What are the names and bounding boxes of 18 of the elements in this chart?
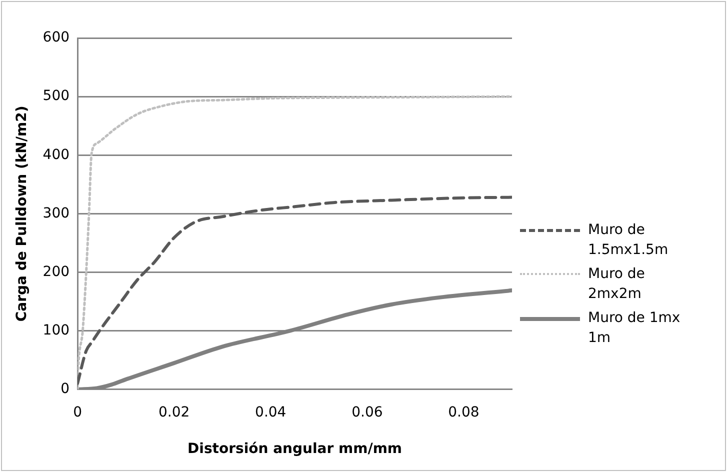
y-tick-label: 0	[60, 381, 70, 398]
line-series	[78, 196, 512, 386]
legend-label: Muro de 1mx 1m	[588, 309, 682, 348]
legend-label: Muro de 1.5mx1.5m	[588, 221, 670, 260]
y-tick-label: 600	[42, 30, 70, 46]
x-tick-label: 0.06	[352, 404, 383, 420]
y-tick-label: 200	[42, 264, 70, 280]
x-axis-title: Distorsión angular mm/mm	[188, 441, 402, 458]
x-tick-label: 0.08	[448, 404, 480, 420]
x-tick-label: 0.02	[158, 404, 190, 420]
y-tick-label: 400	[42, 146, 70, 163]
x-tick-label: 0	[73, 404, 82, 420]
y-tick-label: 100	[42, 322, 70, 338]
x-tick-label: 0.04	[255, 404, 286, 420]
y-axis-title: Carga de Pulldown (kN/m2)	[14, 106, 30, 322]
y-tick-label: 300	[42, 205, 70, 222]
legend-label: Muro de 2mx2m	[588, 265, 646, 304]
y-tick-label: 500	[42, 88, 70, 104]
